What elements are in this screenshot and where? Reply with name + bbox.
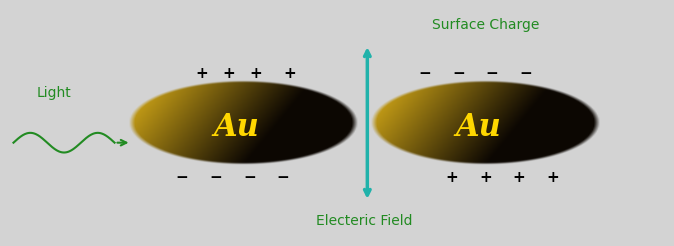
Text: +: + [446,170,458,184]
Text: −: − [176,170,188,184]
Text: Electeric Field: Electeric Field [315,215,412,228]
Text: Au: Au [456,112,501,143]
Text: Surface Charge: Surface Charge [431,18,539,31]
Text: −: − [452,66,464,81]
Text: Light: Light [36,87,71,100]
Text: −: − [277,170,289,184]
Text: Au: Au [213,112,259,143]
Text: +: + [284,66,296,81]
Text: −: − [419,66,431,81]
Text: +: + [196,66,208,81]
Text: +: + [547,170,559,184]
Text: +: + [223,66,235,81]
Text: +: + [513,170,525,184]
Text: +: + [250,66,262,81]
Text: −: − [486,66,498,81]
Text: −: − [520,66,532,81]
Text: −: − [243,170,255,184]
Text: −: − [210,170,222,184]
Text: +: + [479,170,491,184]
